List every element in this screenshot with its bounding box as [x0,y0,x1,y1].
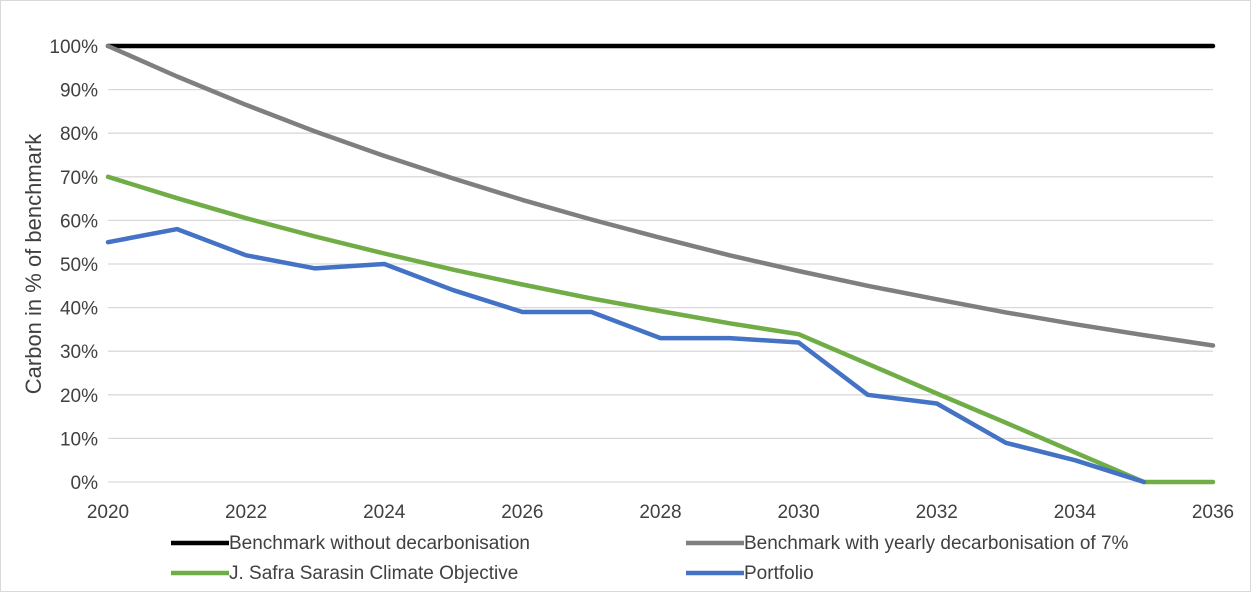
y-axis-title: Carbon in % of benchmark [21,133,46,394]
y-tick-label: 80% [60,124,98,145]
legend-label: Benchmark without decarbonisation [229,533,530,554]
y-tick-label: 0% [71,473,99,494]
x-tick-label: 2032 [916,502,958,523]
x-tick-label: 2026 [501,502,543,523]
y-tick-label: 60% [60,211,98,232]
series-line-climate-objective [105,174,1216,485]
legend-label: J. Safra Sarasin Climate Objective [229,563,518,584]
y-tick-label: 50% [60,255,98,276]
x-tick-label: 2020 [87,502,129,523]
y-tick-label: 40% [60,299,98,320]
x-tick-label: 2024 [363,502,406,523]
x-tick-label: 2036 [1192,502,1234,523]
y-tick-label: 100% [49,37,98,58]
x-tick-label: 2022 [225,502,267,523]
y-tick-label: 70% [60,168,98,189]
x-tick-label: 2028 [639,502,681,523]
legend-label: Portfolio [744,563,814,584]
x-tick-label: 2030 [777,502,819,523]
legend-label: Benchmark with yearly decarbonisation of… [744,533,1129,554]
y-tick-label: 20% [60,386,98,407]
y-tick-label: 90% [60,81,98,102]
series-line-portfolio [105,226,1147,485]
y-tick-label: 30% [60,342,98,363]
series-line-benchmark-with-decarbonisation [105,43,1216,348]
y-tick-label: 10% [60,429,98,450]
x-tick-label: 2034 [1054,502,1097,523]
